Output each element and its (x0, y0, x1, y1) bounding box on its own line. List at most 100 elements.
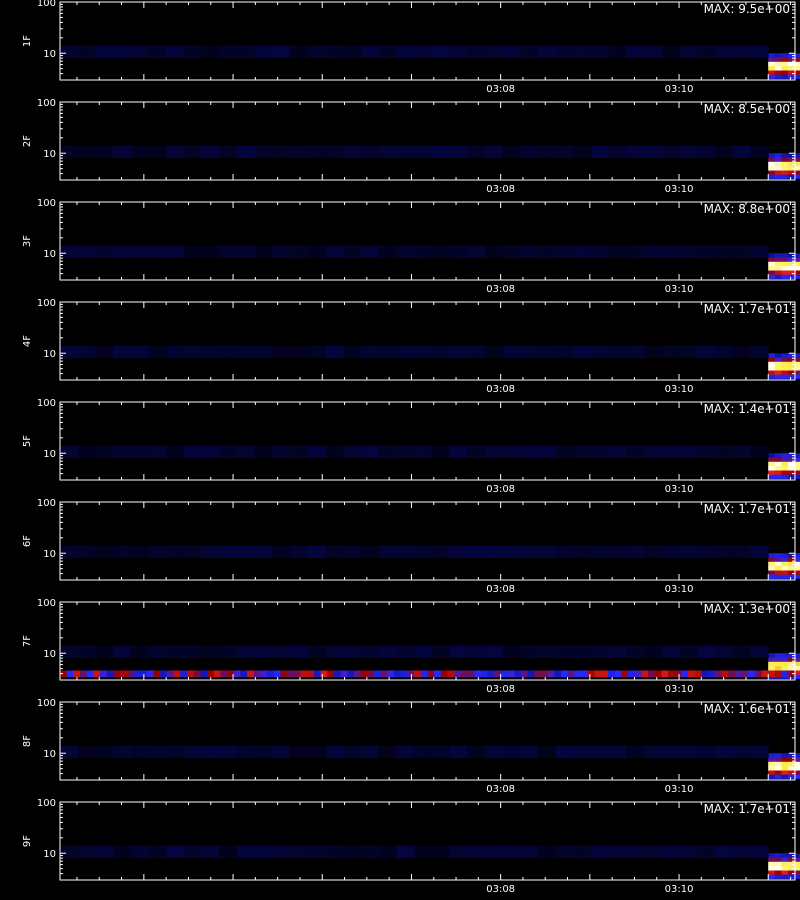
heat-cell (768, 657, 776, 663)
heat-cell (502, 845, 521, 859)
heat-cell (95, 345, 114, 359)
heat-cell (325, 845, 344, 859)
heat-cell (608, 845, 628, 859)
heat-cell (233, 670, 241, 678)
heat-cell (761, 670, 769, 678)
heat-cell (774, 557, 782, 563)
heat-cell (414, 645, 433, 659)
heat-cell (343, 245, 362, 259)
heat-cell (781, 461, 789, 467)
x-tick-label: 03:10 (665, 784, 694, 795)
heat-cell (732, 845, 751, 859)
heat-cell (307, 145, 327, 159)
heat-cell (794, 661, 800, 667)
heat-cell (325, 345, 344, 359)
heat-cell (662, 545, 681, 559)
heat-cell (787, 653, 796, 658)
heat-cell (148, 445, 167, 459)
heatmap-cells (60, 145, 800, 179)
heat-cell (166, 245, 185, 259)
heat-cell (781, 161, 789, 167)
heat-cell (378, 145, 397, 159)
heat-cell (697, 345, 716, 359)
max-value-label: MAX: 1.7e+01 (704, 302, 790, 316)
heat-cell (113, 645, 132, 659)
heat-cell (290, 745, 309, 759)
heat-cell (219, 45, 238, 59)
heat-cell (787, 770, 796, 776)
heat-cell (361, 345, 380, 359)
heat-cell (794, 466, 800, 471)
heat-cell (750, 145, 769, 159)
heat-cell (113, 445, 132, 459)
heat-cell (697, 745, 716, 759)
heat-cell (787, 453, 796, 458)
heat-cell (573, 645, 592, 659)
heat-cell (219, 745, 238, 759)
heat-cell (95, 45, 114, 59)
heat-cell (768, 457, 776, 463)
y-tick-label: 100 (37, 498, 56, 509)
heat-cell (591, 345, 610, 359)
heat-cell (581, 670, 589, 678)
heat-cell (781, 657, 789, 663)
y-tick-label: 10 (43, 249, 56, 260)
heat-cell (573, 745, 592, 759)
heat-cell (484, 845, 504, 859)
heat-cell (460, 670, 469, 678)
heat-cell (474, 670, 482, 678)
heatmap-cells (60, 245, 800, 279)
heat-cell (396, 545, 415, 559)
heat-cell (60, 445, 79, 459)
heat-cell (591, 545, 610, 559)
max-value-label: MAX: 8.5e+00 (704, 102, 790, 116)
heat-cell (130, 545, 149, 559)
heat-cell (768, 166, 776, 171)
heat-cell (648, 670, 656, 678)
heat-cell (768, 253, 776, 258)
heat-cell (774, 470, 782, 476)
heat-cell (768, 61, 776, 67)
heat-cell (787, 870, 796, 876)
heat-cell (95, 845, 114, 859)
heat-cell (787, 366, 796, 371)
heat-cell (768, 261, 776, 267)
heat-cell (774, 170, 782, 176)
heat-cell (201, 845, 220, 859)
heat-cell (449, 545, 468, 559)
heat-cell (644, 145, 663, 159)
heat-cell (750, 245, 769, 259)
heat-cell (794, 861, 800, 867)
heat-cell (293, 670, 302, 678)
heat-cell (254, 45, 273, 59)
heat-cell (715, 45, 734, 59)
heat-cell (774, 157, 782, 163)
heat-cell (794, 370, 800, 376)
heat-cell (768, 357, 776, 363)
y-tick-label: 10 (43, 349, 56, 360)
heat-cell (591, 445, 610, 459)
heat-cell (662, 245, 681, 259)
heat-cell (343, 345, 362, 359)
heat-cell (714, 670, 722, 678)
x-tick-label: 03:08 (486, 384, 515, 395)
heat-cell (787, 157, 796, 163)
heat-cell (427, 670, 435, 678)
heat-cell (781, 653, 789, 658)
heat-cell (307, 45, 327, 59)
heat-cell (183, 345, 203, 359)
heat-cell (60, 345, 79, 359)
heat-cell (60, 845, 79, 859)
heat-cell (290, 45, 309, 59)
heat-cell (272, 245, 291, 259)
heat-cell (781, 61, 789, 67)
heat-cell (781, 761, 789, 767)
heat-cell (220, 670, 228, 678)
heat-cell (555, 145, 574, 159)
heat-cell (668, 670, 676, 678)
heat-cell (774, 166, 782, 171)
heat-cell (794, 874, 800, 879)
heat-cell (325, 745, 344, 759)
heat-cell (794, 257, 800, 263)
